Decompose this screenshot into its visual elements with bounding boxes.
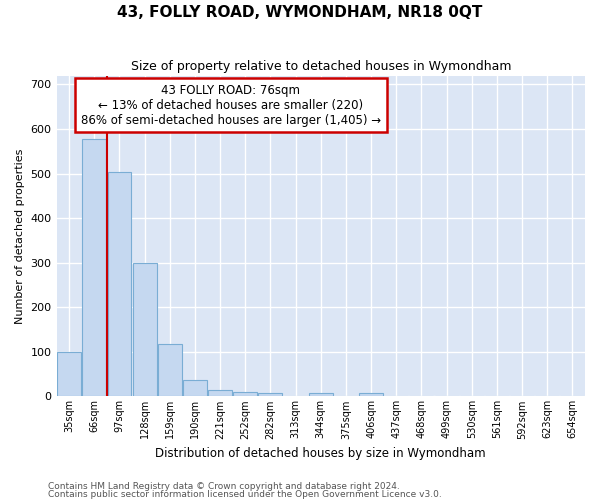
Text: 43, FOLLY ROAD, WYMONDHAM, NR18 0QT: 43, FOLLY ROAD, WYMONDHAM, NR18 0QT: [118, 5, 482, 20]
Bar: [158, 344, 182, 397]
Bar: [133, 262, 157, 396]
Title: Size of property relative to detached houses in Wymondham: Size of property relative to detached ho…: [131, 60, 511, 73]
Bar: [183, 380, 207, 396]
Text: 43 FOLLY ROAD: 76sqm
← 13% of detached houses are smaller (220)
86% of semi-deta: 43 FOLLY ROAD: 76sqm ← 13% of detached h…: [81, 84, 381, 126]
Bar: [309, 393, 333, 396]
Bar: [208, 390, 232, 396]
Y-axis label: Number of detached properties: Number of detached properties: [15, 148, 25, 324]
Bar: [107, 172, 131, 396]
X-axis label: Distribution of detached houses by size in Wymondham: Distribution of detached houses by size …: [155, 447, 486, 460]
Bar: [359, 393, 383, 396]
Bar: [82, 139, 106, 396]
Bar: [233, 392, 257, 396]
Text: Contains HM Land Registry data © Crown copyright and database right 2024.: Contains HM Land Registry data © Crown c…: [48, 482, 400, 491]
Bar: [57, 352, 81, 397]
Text: Contains public sector information licensed under the Open Government Licence v3: Contains public sector information licen…: [48, 490, 442, 499]
Bar: [259, 393, 283, 396]
